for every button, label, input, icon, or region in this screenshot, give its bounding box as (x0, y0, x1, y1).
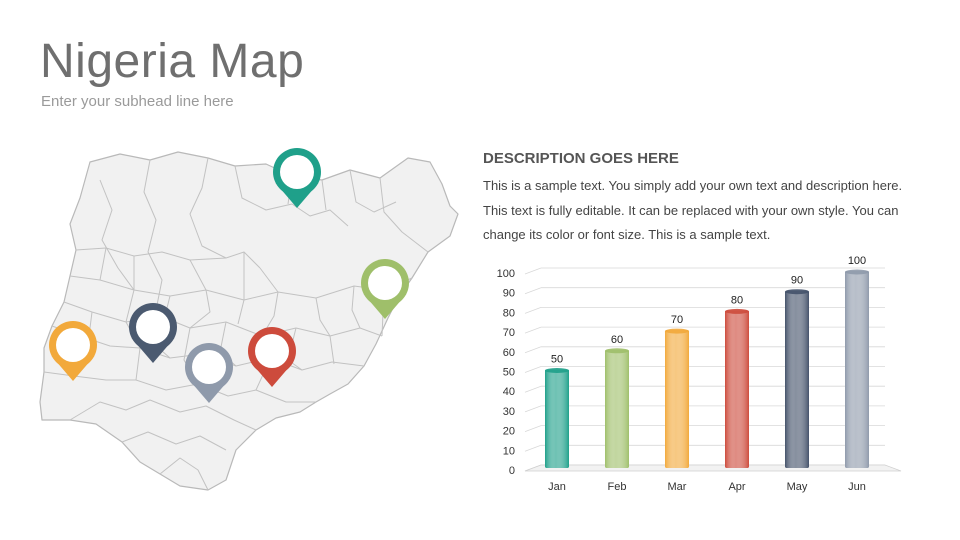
page-title: Nigeria Map (40, 35, 305, 88)
gridline-depth (524, 405, 542, 413)
x-tick-label: May (787, 481, 808, 493)
data-label: 80 (731, 294, 743, 306)
y-tick-label: 80 (503, 307, 515, 319)
gridline-depth (524, 444, 542, 452)
description-body: This is a sample text. You simply add yo… (483, 178, 903, 242)
y-tick-label: 30 (503, 406, 515, 418)
gridline-depth (524, 267, 542, 275)
map-pin-red (248, 327, 296, 387)
gridline-depth (524, 307, 542, 314)
bar-mar (665, 328, 689, 468)
x-tick-label: Jan (548, 481, 566, 493)
data-label: 90 (791, 275, 803, 287)
bar-feb (605, 348, 629, 468)
map-pin-teal (273, 148, 321, 208)
bar-jan (545, 368, 569, 468)
data-label: 50 (551, 354, 563, 366)
gridline-depth (524, 326, 542, 334)
map-pin-orange (49, 321, 97, 381)
page-subhead: Enter your subhead line here (41, 93, 234, 110)
nigeria-map-svg (39, 148, 459, 491)
y-tick-label: 90 (503, 288, 515, 300)
data-label: 70 (671, 314, 683, 326)
bar-apr (725, 308, 749, 468)
y-tick-label: 10 (503, 445, 515, 457)
y-tick-label: 20 (503, 426, 515, 438)
y-tick-label: 40 (503, 386, 515, 398)
y-tick-label: 70 (503, 327, 515, 339)
x-tick-label: Feb (608, 481, 627, 493)
y-tick-label: 50 (503, 367, 515, 379)
y-tick-label: 60 (503, 347, 515, 359)
map-pin-green (361, 259, 409, 319)
gridline-depth (524, 346, 542, 354)
bar-may (785, 289, 809, 468)
bar-chart: 0 10 20 30 40 50 60 70 80 90 100 50 60 70 80 90 100 Jan… (497, 255, 902, 493)
description-heading: DESCRIPTION GOES HERE (483, 150, 679, 167)
chart-floor (524, 464, 902, 472)
map-pin-navy (129, 303, 177, 363)
gridline-depth (524, 366, 542, 373)
gridline-depth (524, 287, 542, 295)
x-tick-label: Jun (848, 481, 866, 493)
x-tick-label: Apr (728, 481, 745, 493)
nigeria-map (30, 140, 470, 500)
x-tick-label: Mar (668, 481, 687, 493)
data-label: 100 (848, 255, 866, 267)
bar-jun (845, 269, 869, 468)
y-tick-label: 100 (497, 268, 515, 280)
data-label: 60 (611, 334, 623, 346)
gridline-depth (524, 425, 542, 432)
map-pins (49, 148, 409, 403)
map-pin-gray (185, 343, 233, 403)
y-tick-label: 0 (509, 465, 515, 477)
gridline-depth (524, 385, 542, 393)
